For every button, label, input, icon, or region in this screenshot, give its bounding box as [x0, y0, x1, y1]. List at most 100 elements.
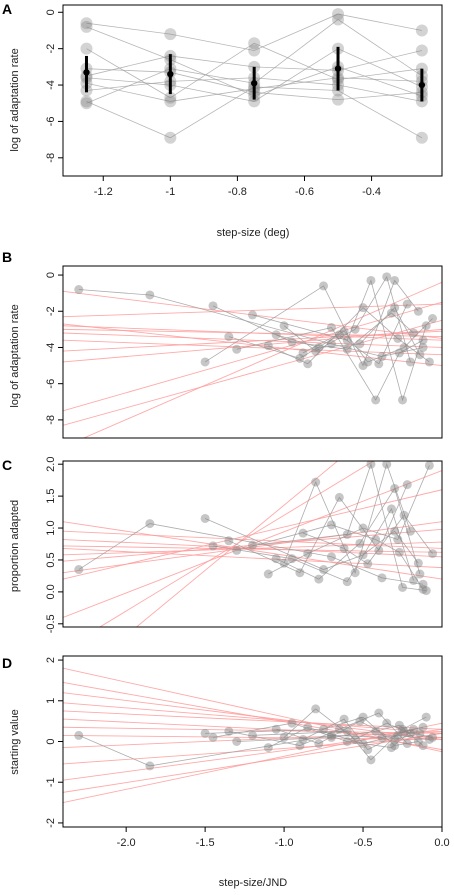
- plot-frame: [62, 265, 443, 439]
- subject-line: [78, 523, 424, 585]
- data-point: [398, 724, 408, 734]
- data-point: [224, 726, 234, 736]
- data-point: [339, 714, 349, 724]
- data-point: [164, 28, 177, 41]
- panel-label-b: B: [2, 249, 12, 265]
- data-point: [339, 326, 349, 336]
- fit-line: [63, 722, 442, 804]
- plot-frame: [62, 4, 443, 177]
- subject-line: [236, 524, 424, 590]
- y-tick-label: -8: [45, 153, 57, 163]
- subject-line: [302, 514, 433, 565]
- subject-line: [276, 306, 421, 355]
- data-point: [350, 734, 360, 744]
- data-point: [164, 95, 177, 108]
- data-point: [363, 559, 373, 569]
- data-point: [303, 722, 313, 732]
- data-point: [366, 275, 376, 285]
- data-point: [366, 461, 376, 469]
- y-tick-label: -2: [45, 44, 57, 54]
- data-point: [80, 97, 93, 110]
- data-point: [418, 722, 428, 732]
- panel-b-plot: 0 -2 -4 -6 -8: [45, 265, 443, 439]
- data-point: [390, 275, 400, 285]
- y-tick-label: 0: [45, 272, 57, 278]
- data-point: [428, 732, 438, 742]
- data-point: [393, 535, 403, 545]
- data-point: [80, 20, 93, 33]
- data-point: [279, 558, 289, 568]
- data-point: [390, 734, 400, 744]
- fit-line: [63, 736, 442, 765]
- data-point: [358, 523, 368, 533]
- subject-line: [205, 716, 419, 746]
- data-point: [200, 728, 210, 738]
- data-point: [145, 519, 155, 529]
- data-point: [248, 95, 261, 108]
- data-point: [200, 513, 210, 523]
- data-point: [371, 535, 381, 545]
- fit-line: [63, 301, 442, 412]
- subject-line: [228, 484, 408, 574]
- x-tick-label: -1: [165, 186, 175, 198]
- data-point: [145, 290, 155, 300]
- data-point: [332, 13, 345, 26]
- panel-b-ylabel: log of adaptation rate: [9, 304, 21, 407]
- fit-line: [63, 541, 442, 556]
- data-point: [314, 739, 324, 749]
- x-tick-label: -0.8: [228, 186, 247, 198]
- data-point: [405, 728, 415, 738]
- data-point: [342, 344, 352, 354]
- subject-line: [86, 48, 423, 102]
- fit-line: [63, 303, 442, 318]
- fit-line: [63, 545, 442, 553]
- subject-line: [252, 716, 427, 761]
- data-point: [295, 568, 305, 578]
- panel-d-ylabel: starting value: [9, 709, 21, 774]
- data-point: [386, 504, 396, 514]
- data-point: [418, 584, 428, 594]
- data-point: [319, 565, 329, 575]
- subject-line: [268, 307, 430, 365]
- data-point: [295, 741, 305, 751]
- y-tick-label: 1.5: [45, 488, 57, 503]
- data-point: [358, 550, 368, 560]
- plot-area: [80, 8, 428, 144]
- data-point: [409, 328, 419, 338]
- data-point: [399, 726, 409, 736]
- x-tick-label: 0.0: [434, 837, 449, 849]
- subject-line: [283, 462, 411, 574]
- data-point: [232, 344, 242, 354]
- subject-line: [204, 279, 419, 367]
- data-point: [80, 42, 93, 55]
- data-point: [363, 357, 373, 367]
- data-point: [358, 303, 368, 313]
- x-tick-label: -0.4: [362, 186, 381, 198]
- data-point: [415, 728, 425, 738]
- fit-line: [63, 548, 442, 569]
- data-point: [342, 726, 352, 736]
- panel-a-ylabel: log of adaptation rate: [9, 48, 21, 151]
- fit-line: [63, 323, 442, 367]
- data-point: [394, 547, 404, 557]
- data-point: [390, 303, 400, 313]
- data-point: [74, 565, 84, 575]
- data-point: [232, 545, 242, 555]
- y-tick-label: -8: [45, 415, 57, 425]
- data-point: [248, 540, 257, 550]
- y-tick-label: -6: [45, 117, 57, 127]
- data-point: [326, 520, 336, 530]
- data-point: [355, 538, 365, 548]
- data-point: [263, 569, 273, 579]
- data-point: [248, 310, 257, 320]
- data-point: [319, 281, 329, 291]
- data-point: [279, 732, 289, 742]
- data-point: [382, 461, 392, 469]
- data-point: [164, 131, 177, 144]
- data-point: [311, 704, 321, 714]
- subject-line: [228, 303, 408, 365]
- data-point: [350, 568, 360, 578]
- data-point: [271, 554, 281, 564]
- data-point: [319, 724, 329, 734]
- subject-line: [86, 13, 422, 51]
